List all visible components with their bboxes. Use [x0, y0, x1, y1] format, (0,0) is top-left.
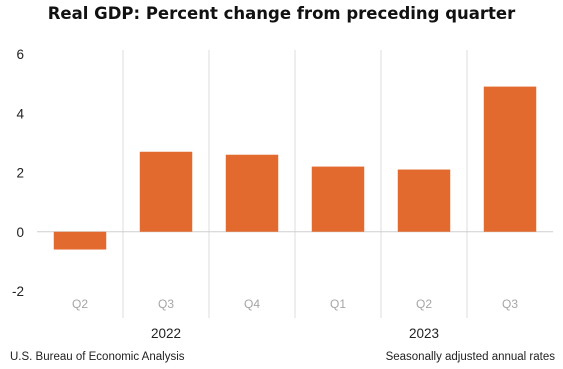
x-tick-label: Q4 — [244, 297, 260, 311]
x-axis-tick-labels: Q2 Q3 Q4 Q1 Q2 Q3 — [72, 297, 518, 311]
y-tick-label: -2 — [12, 284, 24, 299]
x-tick-label: Q1 — [330, 297, 346, 311]
bar-q4-2 — [225, 154, 279, 232]
y-tick-label: 2 — [16, 166, 24, 181]
bar-q1-3 — [311, 166, 365, 232]
y-axis-tick-labels: 6 4 2 0 -2 — [12, 47, 25, 299]
rates-note: Seasonally adjusted annual rates — [385, 351, 555, 363]
x-tick-label: Q3 — [158, 297, 174, 311]
gridlines — [122, 50, 468, 318]
bars — [53, 86, 537, 250]
bar-q2-4 — [397, 169, 451, 232]
chart-title: Real GDP: Percent change from preceding … — [47, 4, 516, 23]
year-label: 2022 — [151, 326, 181, 341]
y-tick-label: 6 — [16, 47, 24, 62]
year-group-labels: 2022 2023 — [151, 326, 439, 341]
y-tick-label: 4 — [16, 106, 24, 121]
bar-q2-0 — [53, 231, 107, 250]
y-tick-label: 0 — [16, 225, 24, 240]
x-tick-label: Q3 — [502, 297, 518, 311]
source-note: U.S. Bureau of Economic Analysis — [10, 351, 185, 363]
bar-q3-5 — [483, 86, 537, 232]
x-tick-label: Q2 — [416, 297, 432, 311]
year-label: 2023 — [409, 326, 439, 341]
x-tick-label: Q2 — [72, 297, 88, 311]
bar-q3-1 — [139, 151, 193, 232]
